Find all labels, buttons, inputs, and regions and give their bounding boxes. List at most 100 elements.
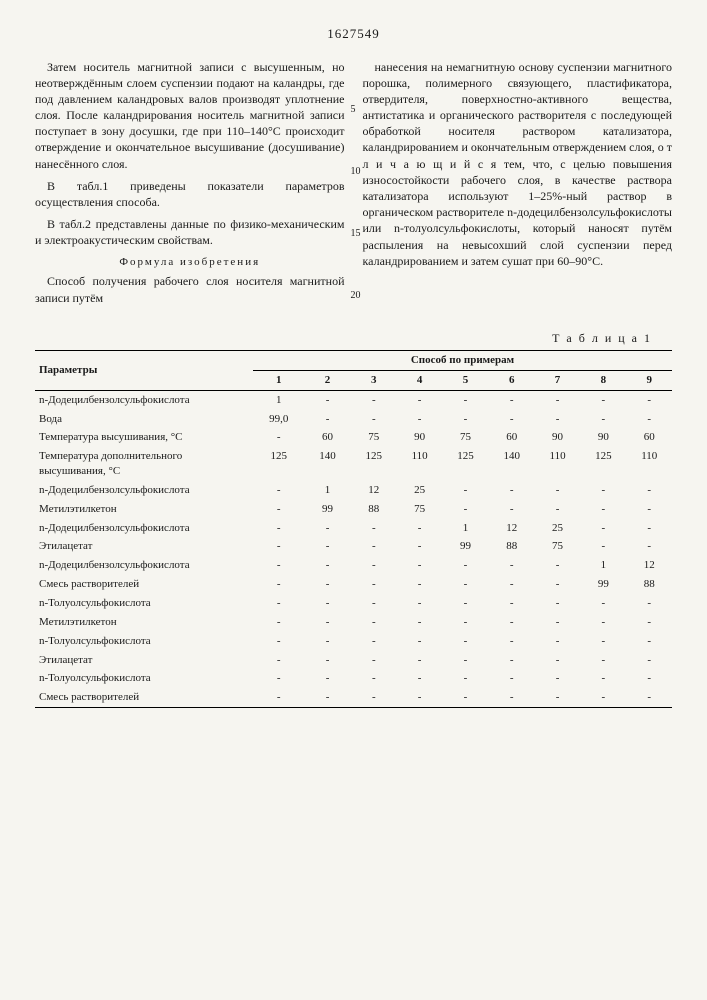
cell-value: - [489,651,535,670]
table-row: Температура высушивания, °С-607590756090… [35,428,672,447]
cell-value: - [489,410,535,429]
cell-value: 12 [351,481,397,500]
cell-value: - [442,556,488,575]
row-label: Температура дополнительного высушивания,… [35,447,253,481]
table-row: Смесь растворителей--------- [35,688,672,707]
table-1: Параметры Способ по примерам 123456789 n… [35,350,672,708]
table-row: Метилэтилкетон-998875----- [35,500,672,519]
cell-value: - [351,519,397,538]
left-column: Затем носитель магнитной записи с высуше… [35,59,345,312]
cell-value: - [304,410,350,429]
cell-value: - [397,537,442,556]
cell-value: 25 [397,481,442,500]
cell-value: - [489,669,535,688]
cell-value: - [351,537,397,556]
row-label: Метилэтилкетон [35,500,253,519]
cell-value: - [397,669,442,688]
cell-value: - [580,688,626,707]
cell-value: - [535,575,580,594]
cell-value: - [351,556,397,575]
cell-value: - [351,613,397,632]
table-row: Смесь растворителей-------9988 [35,575,672,594]
cell-value: - [535,688,580,707]
cell-value: 125 [442,447,488,481]
cell-value: 140 [304,447,350,481]
cell-value: - [304,613,350,632]
cell-value: - [535,390,580,409]
th-col-num: 6 [489,370,535,390]
cell-value: - [535,594,580,613]
th-col-num: 9 [627,370,673,390]
cell-value: - [580,519,626,538]
cell-value: 99,0 [253,410,304,429]
cell-value: 99 [580,575,626,594]
cell-value: - [580,481,626,500]
cell-value: - [535,481,580,500]
cell-value: 1 [253,390,304,409]
cell-value: 110 [627,447,673,481]
cell-value: - [535,669,580,688]
cell-value: - [304,537,350,556]
row-label: Этилацетат [35,651,253,670]
cell-value: 75 [397,500,442,519]
line-num-15: 15 [351,229,361,239]
cell-value: 125 [253,447,304,481]
cell-value: 99 [304,500,350,519]
table-row: n-Додецилбензолсульфокислота1-------- [35,390,672,409]
cell-value: - [397,594,442,613]
cell-value: - [253,481,304,500]
cell-value: 60 [304,428,350,447]
cell-value: - [627,651,673,670]
cell-value: - [442,651,488,670]
patent-number: 1627549 [35,25,672,43]
th-col-num: 4 [397,370,442,390]
row-label: Смесь растворителей [35,688,253,707]
cell-value: - [580,390,626,409]
cell-value: - [351,688,397,707]
cell-value: - [351,651,397,670]
cell-value: 1 [304,481,350,500]
cell-value: - [627,537,673,556]
cell-value: - [489,500,535,519]
th-parameters: Параметры [35,351,253,391]
cell-value: - [253,556,304,575]
cell-value: - [627,594,673,613]
cell-value: - [253,537,304,556]
table-row: n-Додецилбензолсульфокислота-------112 [35,556,672,575]
cell-value: - [489,632,535,651]
cell-value: 140 [489,447,535,481]
cell-value: - [442,500,488,519]
cell-value: 90 [580,428,626,447]
cell-value: 90 [535,428,580,447]
cell-value: - [397,651,442,670]
cell-value: 88 [489,537,535,556]
cell-value: - [351,632,397,651]
cell-value: - [253,575,304,594]
th-method: Способ по примерам [253,351,672,371]
row-label: Метилэтилкетон [35,613,253,632]
cell-value: - [627,688,673,707]
table-row: Этилацетат--------- [35,651,672,670]
cell-value: - [304,632,350,651]
cell-value: 75 [351,428,397,447]
cell-value: - [397,519,442,538]
formula-heading: Формула изобретения [35,255,345,270]
table-row: n-Додецилбензолсульфокислота----11225-- [35,519,672,538]
cell-value: - [627,519,673,538]
left-para-3: В табл.2 представлены данные по физико-м… [35,216,345,248]
table-row: n-Толуолсульфокислота--------- [35,594,672,613]
cell-value: - [580,613,626,632]
table-row: n-Толуолсульфокислота--------- [35,669,672,688]
table-row: n-Толуолсульфокислота--------- [35,632,672,651]
cell-value: 25 [535,519,580,538]
cell-value: - [489,390,535,409]
cell-value: - [442,410,488,429]
line-num-5: 5 [351,105,356,115]
cell-value: - [442,575,488,594]
table-row: Температура дополнительного высушивания,… [35,447,672,481]
cell-value: - [304,669,350,688]
cell-value: - [442,390,488,409]
cell-value: - [253,669,304,688]
cell-value: 60 [489,428,535,447]
table-row: Метилэтилкетон--------- [35,613,672,632]
